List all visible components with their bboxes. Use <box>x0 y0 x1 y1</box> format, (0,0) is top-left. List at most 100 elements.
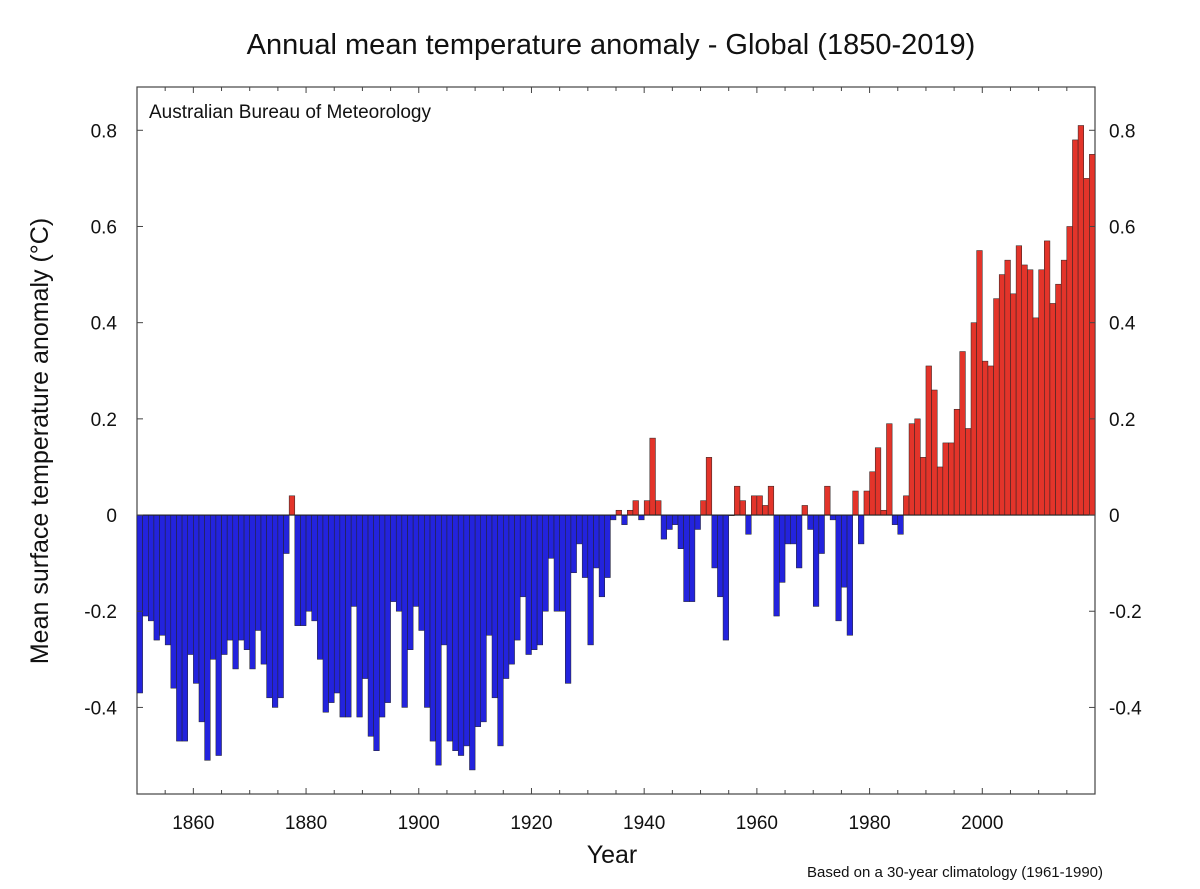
bar-1970 <box>812 514 820 607</box>
bar-1907 <box>457 514 465 756</box>
bar-1924 <box>553 514 560 612</box>
bar-1975 <box>841 514 848 588</box>
bar-1870 <box>249 514 256 670</box>
bar-1971 <box>818 514 825 554</box>
bar-2007 <box>1021 264 1028 516</box>
bar-1878 <box>294 514 301 626</box>
bar-1992 <box>936 466 944 516</box>
bar-1861 <box>198 514 205 723</box>
bar-1968 <box>801 505 808 516</box>
bar-1972 <box>824 485 831 516</box>
x-tick-label: 1940 <box>623 813 665 834</box>
bar-1974 <box>835 514 842 622</box>
bar-1894 <box>384 514 391 703</box>
bar-1995 <box>953 408 961 516</box>
bar-2014 <box>1060 259 1068 516</box>
bar-1912 <box>486 514 493 636</box>
bar-2016 <box>1072 139 1079 516</box>
y-tick-label-left: -0.4 <box>84 698 117 719</box>
bar-1988 <box>914 418 921 516</box>
bar-1973 <box>829 514 837 521</box>
bar-1886 <box>339 514 346 718</box>
bar-1948 <box>689 514 696 602</box>
bar-1851 <box>142 514 149 617</box>
bar-1965 <box>784 514 791 545</box>
bar-1884 <box>328 514 335 703</box>
bar-1942 <box>655 500 662 516</box>
bar-1930 <box>587 514 594 646</box>
x-axis: 1860 1880 1900 1920 1940 1960 1980 2000 <box>136 87 1096 834</box>
bar-1963 <box>773 514 780 617</box>
bar-1961 <box>762 505 769 516</box>
bar-1977 <box>852 490 859 516</box>
bar-2013 <box>1055 283 1062 516</box>
bar-1866 <box>226 514 234 641</box>
bar-1889 <box>356 514 363 718</box>
bar-1993 <box>942 442 949 516</box>
bar-1897 <box>401 514 408 708</box>
bar-1928 <box>576 514 583 545</box>
bar-1996 <box>959 351 966 516</box>
bar-1871 <box>255 514 262 631</box>
bar-1941 <box>649 437 656 516</box>
chart-title: Annual mean temperature anomaly - Global… <box>247 29 976 61</box>
bar-1967 <box>796 514 803 569</box>
bar-1978 <box>858 514 865 545</box>
bar-1891 <box>367 514 374 737</box>
y-axis-title: Mean surface temperature anomaly (°C) <box>26 218 54 664</box>
bar-1872 <box>260 514 267 665</box>
y-tick-label-left: 0.2 <box>91 410 117 431</box>
bar-1868 <box>238 514 245 641</box>
bar-1859 <box>187 514 194 655</box>
bar-2010 <box>1038 269 1045 516</box>
y-tick-label-right: 0.2 <box>1109 410 1135 431</box>
bar-1904 <box>441 514 448 646</box>
bar-1979 <box>863 490 870 516</box>
bar-1929 <box>581 514 589 578</box>
bar-1989 <box>920 457 927 516</box>
bar-1994 <box>948 442 955 516</box>
bar-1911 <box>480 514 487 723</box>
bar-1937 <box>627 509 634 516</box>
bar-1997 <box>965 428 972 516</box>
bar-1953 <box>717 514 724 598</box>
bar-1862 <box>204 514 211 761</box>
bar-2018 <box>1083 178 1090 516</box>
bar-2003 <box>998 274 1006 516</box>
bar-1905 <box>446 514 453 742</box>
bar-2017 <box>1077 125 1084 516</box>
bar-1984 <box>891 514 899 525</box>
bar-1873 <box>266 514 273 699</box>
bar-2000 <box>982 360 989 516</box>
bar-1909 <box>469 514 476 771</box>
bar-1958 <box>745 514 752 535</box>
bar-1885 <box>333 514 341 694</box>
x-tick-label: 1980 <box>848 813 890 834</box>
bar-2009 <box>1032 317 1039 516</box>
y-tick-label-right: -0.4 <box>1109 698 1142 719</box>
x-tick-label: 1960 <box>736 813 778 834</box>
y-tick-label-right: 0.6 <box>1109 217 1135 238</box>
bar-2012 <box>1049 303 1056 516</box>
bar-1951 <box>705 457 713 516</box>
source-label: Australian Bureau of Meteorology <box>149 102 431 123</box>
bar-1945 <box>672 514 679 525</box>
bar-1954 <box>722 514 729 641</box>
bar-1865 <box>221 514 228 655</box>
bar-1863 <box>210 514 217 660</box>
bar-1957 <box>739 500 746 516</box>
bar-1985 <box>897 514 904 535</box>
bar-1869 <box>243 514 250 650</box>
bar-1850 <box>136 514 143 694</box>
bar-2005 <box>1010 293 1017 516</box>
bar-2015 <box>1066 226 1073 516</box>
bar-1962 <box>767 485 775 516</box>
bar-1939 <box>638 514 645 521</box>
bar-1931 <box>593 514 600 569</box>
y-tick-label-left: -0.2 <box>84 602 117 623</box>
bar-1987 <box>908 423 915 516</box>
bar-1999 <box>976 250 983 516</box>
bar-1857 <box>176 514 183 742</box>
y-tick-label-right: 0 <box>1109 506 1120 527</box>
bar-1940 <box>643 500 651 516</box>
